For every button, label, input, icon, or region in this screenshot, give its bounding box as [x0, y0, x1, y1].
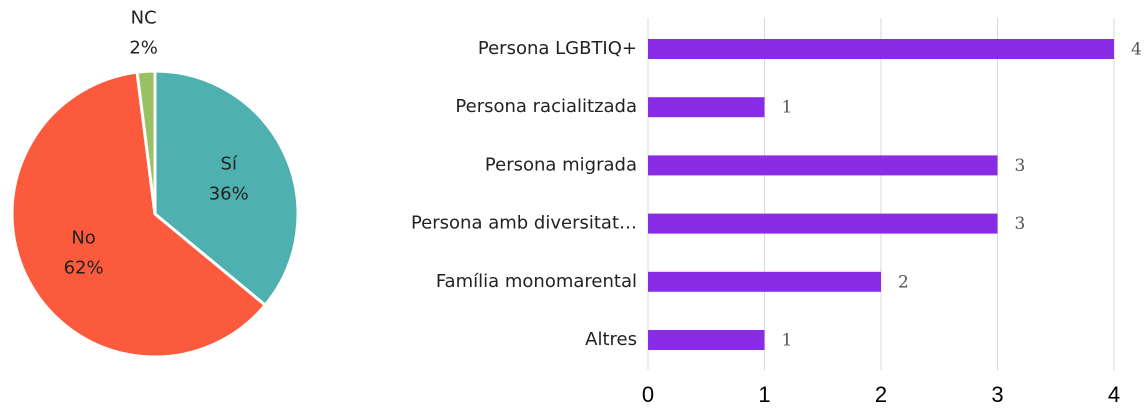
pie-value-label: 2%: [129, 37, 158, 58]
y-tick-label: Persona migrada: [485, 154, 637, 175]
bar: [648, 39, 1114, 59]
pie-category-label: Sí: [221, 153, 238, 174]
x-tick-label: 4: [1108, 382, 1120, 407]
bar-value-label: 3: [1015, 214, 1026, 234]
pie-value-label: 62%: [64, 257, 104, 278]
bar: [648, 213, 998, 234]
pie-category-label: NC: [131, 7, 157, 28]
bar-value-label: 3: [1015, 156, 1026, 176]
pie-category-label: No: [71, 227, 95, 248]
y-tick-label: Persona amb diversitat…: [411, 213, 637, 234]
x-tick-label: 0: [642, 382, 654, 407]
pie-slice: [10, 70, 268, 359]
bar-value-label: 1: [782, 331, 793, 351]
bar-value-label: 1: [782, 98, 793, 118]
x-tick-label: 3: [991, 382, 1003, 407]
pie-slice: [153, 69, 300, 308]
pie-value-label: 36%: [209, 183, 249, 204]
bar: [648, 155, 998, 176]
x-tick-label: 1: [758, 382, 770, 407]
bar: [648, 97, 765, 118]
y-tick-label: Família monomarental: [436, 271, 637, 292]
bar-value-label: 4: [1131, 40, 1142, 60]
bar-value-label: 2: [898, 272, 909, 292]
y-tick-label: Persona racialitzada: [455, 96, 637, 117]
x-tick-label: 2: [875, 382, 887, 407]
bar: [648, 271, 881, 292]
bar: [648, 330, 765, 350]
pie-slice: [135, 69, 157, 215]
y-tick-label: Persona LGBTIQ+: [478, 38, 637, 59]
y-tick-label: Altres: [585, 329, 637, 350]
